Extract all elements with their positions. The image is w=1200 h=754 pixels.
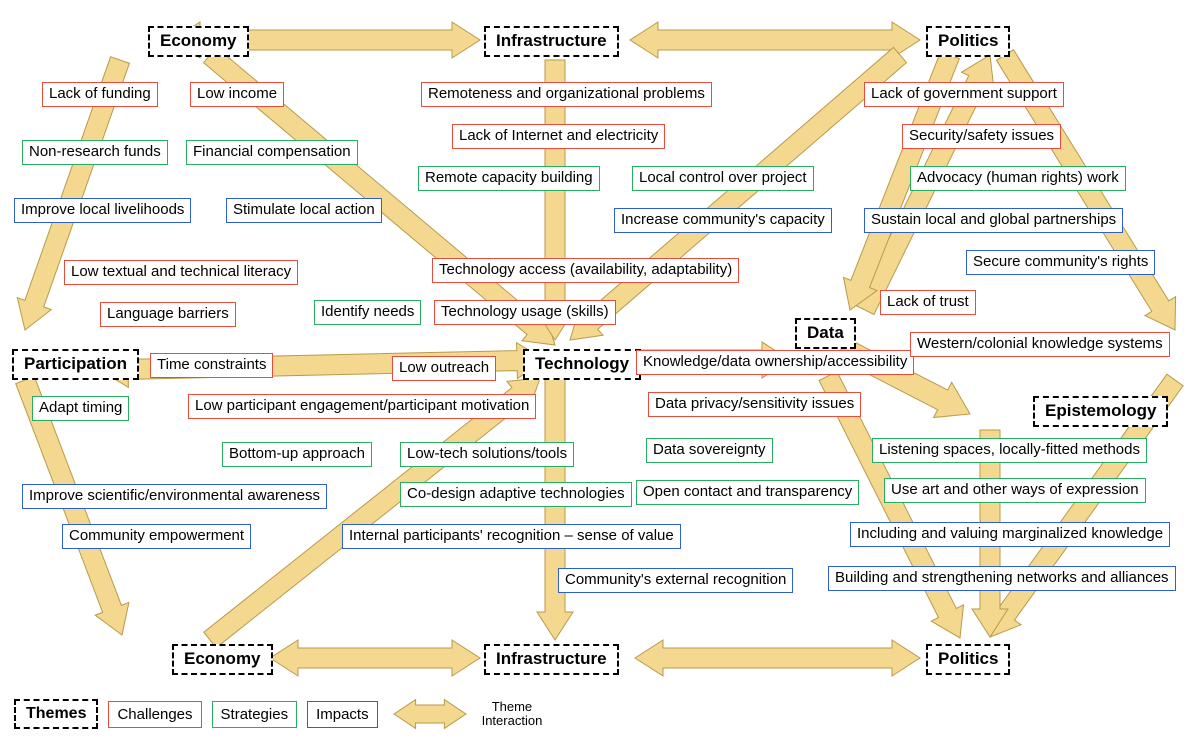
challenge-box: Language barriers — [100, 302, 236, 327]
challenge-box: Technology access (availability, adaptab… — [432, 258, 739, 283]
challenge-box: Technology usage (skills) — [434, 300, 616, 325]
diagram-canvas: Economy Infrastructure Politics Participati… — [0, 0, 1200, 754]
theme-infrastructure-top: Infrastructure — [484, 26, 619, 57]
theme-interaction-arrow — [635, 640, 920, 676]
impact-box: Improve local livelihoods — [14, 198, 191, 223]
legend-impacts: Impacts — [307, 701, 378, 728]
theme-economy-top: Economy — [148, 26, 249, 57]
strategy-box: Listening spaces, locally-fitted methods — [872, 438, 1147, 463]
challenge-box: Security/safety issues — [902, 124, 1061, 149]
challenge-box: Western/colonial knowledge systems — [910, 332, 1170, 357]
strategy-box: Advocacy (human rights) work — [910, 166, 1126, 191]
challenge-box: Low participant engagement/participant m… — [188, 394, 536, 419]
impact-box: Internal participants' recognition – sen… — [342, 524, 681, 549]
strategy-box: Remote capacity building — [418, 166, 600, 191]
impact-box: Improve scientific/environmental awarene… — [22, 484, 327, 509]
legend-strategies: Strategies — [212, 701, 298, 728]
challenge-box: Low income — [190, 82, 284, 107]
challenge-box: Low outreach — [392, 356, 496, 381]
strategy-box: Non-research funds — [22, 140, 168, 165]
theme-participation: Participation — [12, 349, 139, 380]
strategy-box: Bottom-up approach — [222, 442, 372, 467]
theme-economy-bot: Economy — [172, 644, 273, 675]
theme-epistemology: Epistemology — [1033, 396, 1168, 427]
impact-box: Increase community's capacity — [614, 208, 832, 233]
challenge-box: Time constraints — [150, 353, 273, 378]
challenge-box: Remoteness and organizational problems — [421, 82, 712, 107]
theme-data: Data — [795, 318, 856, 349]
challenge-box: Lack of funding — [42, 82, 158, 107]
impact-box: Community empowerment — [62, 524, 251, 549]
strategy-box: Use art and other ways of expression — [884, 478, 1146, 503]
strategy-box: Local control over project — [632, 166, 814, 191]
strategy-box: Data sovereignty — [646, 438, 773, 463]
legend-challenges: Challenges — [108, 701, 201, 728]
challenge-box: Low textual and technical literacy — [64, 260, 298, 285]
strategy-box: Adapt timing — [32, 396, 129, 421]
theme-politics-bot: Politics — [926, 644, 1010, 675]
legend-layer: Themes Challenges Strategies Impacts Theme I… — [14, 696, 542, 732]
challenge-box: Data privacy/sensitivity issues — [648, 392, 861, 417]
strategy-box: Low-tech solutions/tools — [400, 442, 574, 467]
challenge-box: Lack of Internet and electricity — [452, 124, 665, 149]
theme-politics-top: Politics — [926, 26, 1010, 57]
theme-interaction-arrow — [537, 375, 573, 640]
strategy-box: Open contact and transparency — [636, 480, 859, 505]
legend-arrow-swatch — [388, 696, 472, 732]
impact-box: Stimulate local action — [226, 198, 382, 223]
legend-themes: Themes — [14, 699, 98, 729]
challenge-box: Lack of trust — [880, 290, 976, 315]
theme-interaction-arrow — [630, 22, 920, 58]
impact-box: Including and valuing marginalized knowl… — [850, 522, 1170, 547]
theme-infrastructure-bot: Infrastructure — [484, 644, 619, 675]
impact-box: Secure community's rights — [966, 250, 1155, 275]
strategy-box: Financial compensation — [186, 140, 358, 165]
challenge-box: Lack of government support — [864, 82, 1064, 107]
impact-box: Sustain local and global partnerships — [864, 208, 1123, 233]
challenge-box: Knowledge/data ownership/accessibility — [636, 350, 914, 375]
theme-technology: Technology — [523, 349, 641, 380]
strategy-box: Identify needs — [314, 300, 421, 325]
theme-interaction-arrow — [270, 640, 480, 676]
legend-interaction-label: Theme Interaction — [482, 700, 543, 727]
strategy-box: Co-design adaptive technologies — [400, 482, 632, 507]
impact-box: Building and strengthening networks and … — [828, 566, 1176, 591]
impact-box: Community's external recognition — [558, 568, 793, 593]
